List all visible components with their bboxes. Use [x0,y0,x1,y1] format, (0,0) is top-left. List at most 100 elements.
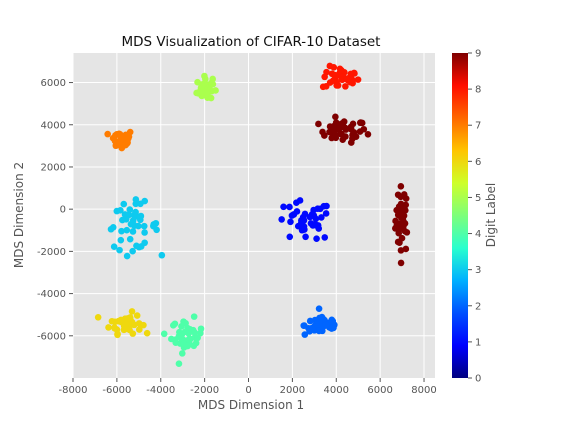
grid [72,53,435,378]
scatter-point [110,243,118,251]
scatter-point [288,212,296,219]
scatter-point [181,328,189,336]
x-tick-label: -6000 [102,385,131,396]
scatter-point [212,87,219,94]
scatter-point [141,229,148,236]
scatter-point [342,124,349,132]
scatter-point [332,119,340,126]
y-axis: -6000 -4000 -2000 0 2000 4000 6000 [37,78,73,342]
x-tick-label: -8000 [58,385,87,396]
scatter-point [348,76,356,84]
x-tick-label: 2000 [280,385,305,396]
scatter-point [323,68,330,76]
scatter-point [122,320,130,328]
scatter-point [126,235,134,243]
scatter-point [129,247,136,255]
colorbar-tick-label: 1 [475,337,481,348]
scatter-point [278,216,285,223]
scatter-point [400,191,408,198]
scatter-point [169,322,177,329]
scatter-point [315,305,323,312]
scatter-point [364,131,372,138]
colorbar-tick-label: 2 [475,301,481,312]
scatter-point [107,225,115,233]
scatter-point [338,120,345,127]
scatter-point [301,226,308,233]
y-tick-label: -4000 [37,289,66,300]
scatter-point [394,238,402,246]
scatter-point [116,246,123,254]
scatter-point [123,252,131,260]
scatter-point [140,222,148,230]
scatter-point [128,308,136,315]
y-tick-label: 4000 [41,120,66,131]
scatter-point [280,203,287,211]
scatter-point [300,322,308,329]
scatter-point [313,320,320,328]
scatter-point [94,313,102,321]
scatter-point [141,239,148,247]
scatter-point [400,212,408,219]
scatter-point [334,82,342,89]
colorbar-tick-label: 5 [475,193,481,204]
scatter-point [301,331,309,338]
colorbar-gradient [452,53,468,378]
scatter-point [294,222,302,230]
scatter-point [397,183,405,190]
scatter-point [117,316,125,324]
scatter-point [395,229,403,237]
y-tick-label: -6000 [37,331,66,342]
scatter-point [119,216,126,224]
scatter-point [111,318,119,326]
scatter-point [190,313,198,320]
scatter-point [137,200,144,208]
x-axis: -8000 -6000 -4000 -2000 0 2000 4000 6000 8000 [58,378,437,396]
scatter-point [286,233,294,241]
chart-title: MDS Visualization of CIFAR-10 Dataset [122,34,381,50]
scatter-point [197,87,205,95]
scatter-point [397,247,405,254]
scatter-point [185,335,193,343]
scatter-point [135,243,143,251]
scatter-point [293,199,300,206]
scatter-point [339,136,346,143]
scatter-point [328,325,336,332]
scatter-point [286,203,293,211]
scatter-point [332,131,340,139]
x-tick-label: 0 [245,385,251,396]
scatter-point [132,208,139,216]
scatter-point [117,133,125,140]
scatter-point [326,128,333,136]
scatter-point [152,219,160,227]
scatter-point [114,331,121,339]
scatter-point [302,233,309,241]
scatter-point [392,217,399,225]
scatter-point [184,342,191,350]
scatter-point [129,330,137,337]
scatter-point [197,325,205,333]
scatter-point [143,329,151,337]
colorbar-tick-label: 6 [475,157,481,168]
scatter-point [130,221,138,229]
colorbar-label: Digit Label [484,183,498,247]
scatter-point [111,324,118,332]
scatter-point [320,202,328,210]
data-points [94,62,411,368]
y-tick-label: -2000 [37,247,66,258]
colorbar-tick-label: 9 [475,49,481,60]
scatter-point [395,203,403,210]
colorbar-tick-label: 7 [475,121,481,132]
x-tick-label: 4000 [324,385,349,396]
scatter-point [301,210,309,218]
scatter-point [397,259,405,267]
scatter-point [105,324,112,331]
scatter-point [349,135,356,142]
scatter-point [209,75,217,83]
scatter-point [126,206,134,213]
scatter-point [322,210,330,217]
y-tick-label: 2000 [41,162,66,173]
x-tick-label: -4000 [146,385,175,396]
colorbar-tick-label: 0 [475,374,481,385]
scatter-point [313,235,320,242]
